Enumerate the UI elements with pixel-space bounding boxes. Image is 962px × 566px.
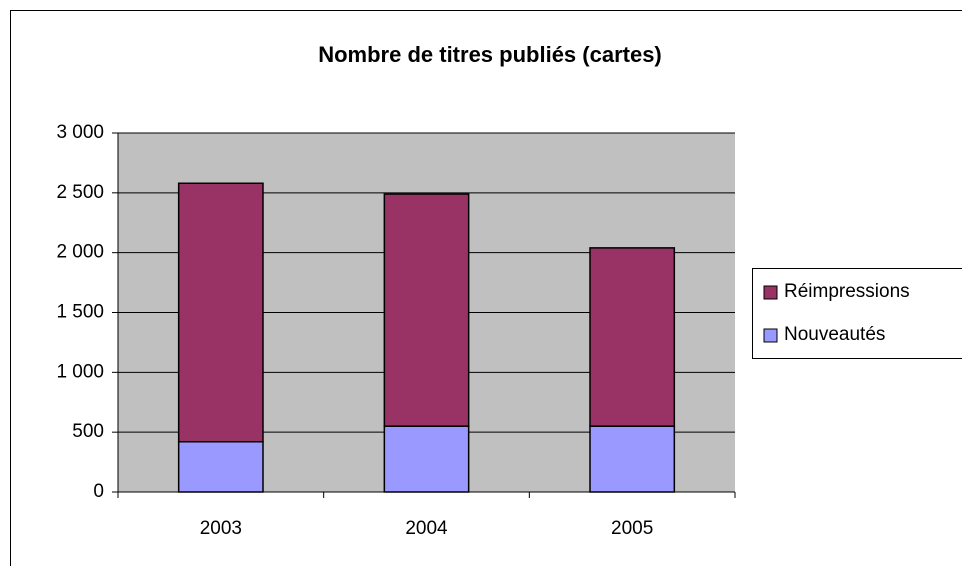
y-tick-label: 1 000 xyxy=(56,361,104,382)
legend-label: Réimpressions xyxy=(784,281,910,302)
x-tick-label: 2003 xyxy=(200,518,242,539)
legend-box xyxy=(752,268,962,359)
y-tick-label: 0 xyxy=(93,481,104,502)
legend-swatch xyxy=(763,328,778,343)
bar-segment xyxy=(589,425,676,493)
bar-segment xyxy=(383,425,470,493)
legend-label: Nouveautés xyxy=(784,324,885,345)
y-tick-label: 500 xyxy=(72,421,104,442)
y-tick-label: 1 500 xyxy=(56,302,104,323)
y-tick-label: 2 500 xyxy=(56,182,104,203)
bar-segment xyxy=(177,182,264,443)
bar-segment xyxy=(177,440,264,493)
y-tick-label: 2 000 xyxy=(56,242,104,263)
x-tick-label: 2005 xyxy=(611,518,653,539)
chart-title: Nombre de titres publiés (cartes) xyxy=(318,42,662,67)
bar-segment xyxy=(383,193,470,427)
bar-segment xyxy=(589,247,676,427)
x-tick-label: 2004 xyxy=(405,518,448,539)
legend-swatch xyxy=(763,285,778,300)
y-tick-label: 3 000 xyxy=(56,122,104,143)
